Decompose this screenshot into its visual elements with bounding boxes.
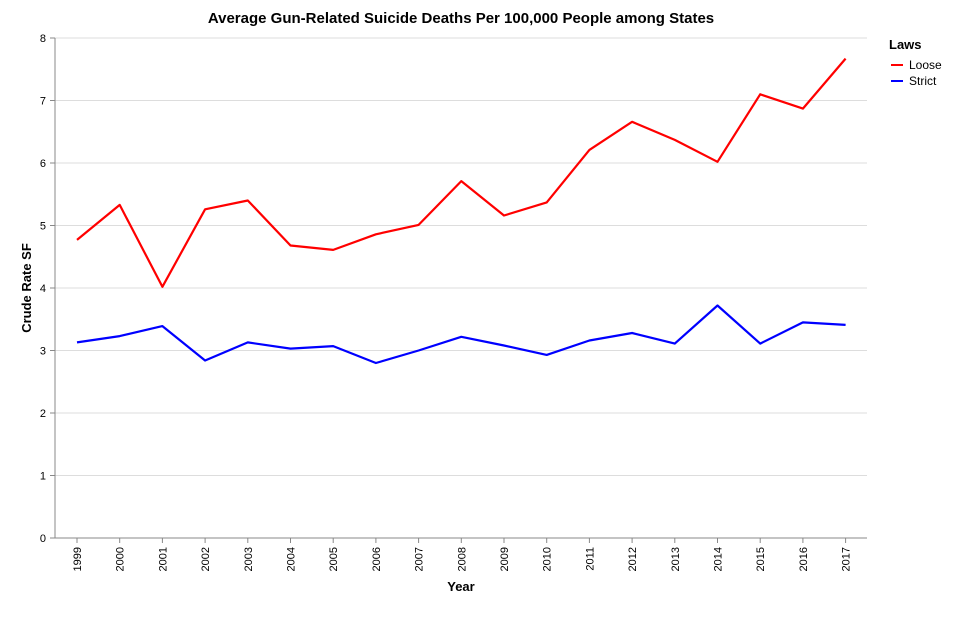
y-tick-label: 7	[40, 96, 46, 108]
x-tick-label: 2005	[328, 547, 340, 571]
x-axis-title: Year	[447, 579, 474, 594]
legend-title: Laws	[889, 37, 922, 52]
chart-title: Average Gun-Related Suicide Deaths Per 1…	[208, 10, 714, 27]
x-tick-label: 2015	[755, 547, 767, 571]
x-axis-ticks: 1999 2000 2001 2002 2003 2004 2005 2006 2007 2008…	[72, 538, 853, 571]
x-tick-label: 2001	[157, 547, 169, 571]
y-tick-label: 2	[40, 408, 46, 420]
y-axis-title: Crude Rate SF	[19, 243, 34, 333]
x-tick-label: 2010	[542, 547, 554, 571]
y-tick-label: 5	[40, 221, 46, 233]
x-tick-label: 2003	[243, 547, 255, 571]
x-tick-label: 1999	[72, 547, 84, 571]
legend-label-strict: Strict	[909, 74, 937, 88]
y-tick-label: 6	[40, 158, 46, 170]
grid-layer	[55, 37, 867, 476]
x-tick-label: 2017	[841, 547, 853, 571]
series-layer	[76, 57, 847, 365]
y-tick-label: 8	[40, 33, 46, 45]
x-tick-label: 2012	[627, 547, 639, 571]
x-tick-label: 2009	[499, 547, 511, 571]
series-line-strict	[76, 304, 846, 365]
series-line-loose	[76, 57, 847, 288]
x-tick-label: 2002	[200, 547, 212, 571]
x-tick-label: 2004	[286, 547, 298, 571]
y-axis-ticks: 0 1 2 3 4 5 6 7 8	[40, 33, 55, 545]
legend-items: Loose Strict	[891, 58, 942, 88]
legend: Laws Loose Strict	[889, 37, 942, 88]
x-tick-label: 2000	[115, 547, 127, 571]
y-tick-label: 4	[40, 283, 46, 295]
x-tick-label: 2007	[414, 547, 426, 571]
x-tick-label: 2013	[670, 547, 682, 571]
x-tick-label: 2014	[713, 547, 725, 571]
x-tick-label: 2011	[584, 547, 596, 571]
x-tick-label: 2006	[371, 547, 383, 571]
y-tick-label: 1	[40, 471, 46, 483]
y-tick-label: 0	[40, 533, 46, 545]
x-tick-label: 2016	[798, 547, 810, 571]
y-tick-label: 3	[40, 346, 46, 358]
legend-label-loose: Loose	[909, 58, 942, 72]
x-tick-label: 2008	[456, 547, 468, 571]
